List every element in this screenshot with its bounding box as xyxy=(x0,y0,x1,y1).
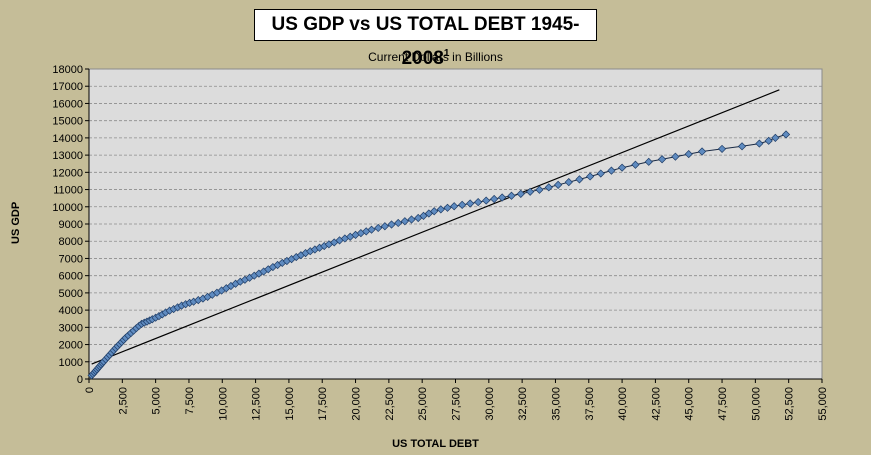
data-point xyxy=(617,163,627,172)
data-point xyxy=(450,202,459,211)
x-axis-ticks: 0 2,500 5,000 7,500 10,000 12,500 15,000 17,500… xyxy=(84,69,829,421)
data-point xyxy=(697,147,707,156)
data-point xyxy=(657,155,667,164)
y-tick-label: 0 xyxy=(77,374,83,386)
x-tick-label: 47,500 xyxy=(717,387,729,421)
data-point xyxy=(387,220,396,229)
data-point xyxy=(490,194,499,204)
x-tick-label: 2,500 xyxy=(117,387,129,415)
data-point xyxy=(367,225,376,234)
data-point xyxy=(526,187,535,196)
x-tick-label: 42,500 xyxy=(650,387,662,421)
y-tick-label: 18000 xyxy=(52,64,83,76)
y-tick-label: 12000 xyxy=(52,167,83,179)
x-tick-label: 52,500 xyxy=(784,387,796,421)
y-axis-ticks: 0 1000 2000 3000 4000 5000 6000 7000 8000 9000 100… xyxy=(52,64,89,386)
data-point xyxy=(781,130,791,139)
y-tick-label: 1000 xyxy=(59,357,83,369)
x-tick-label: 50,000 xyxy=(750,387,762,421)
data-markers xyxy=(87,130,791,380)
y-tick-label: 13000 xyxy=(52,150,83,162)
data-point xyxy=(458,200,467,209)
x-tick-label: 0 xyxy=(84,387,96,393)
y-tick-label: 3000 xyxy=(59,322,83,334)
data-point xyxy=(644,157,653,166)
y-tick-label: 14000 xyxy=(52,133,83,145)
y-tick-label: 11000 xyxy=(53,185,83,197)
data-point xyxy=(466,199,475,208)
x-tick-label: 15,000 xyxy=(284,387,296,421)
chart-title: US GDP vs US TOTAL DEBT 1945-20081 xyxy=(254,9,597,69)
y-tick-label: 16000 xyxy=(52,98,83,110)
trend-line-group xyxy=(91,89,780,365)
x-tick-label: 32,500 xyxy=(517,387,529,421)
data-point xyxy=(771,133,780,142)
data-point xyxy=(443,203,452,212)
data-point xyxy=(482,196,491,205)
data-point xyxy=(764,136,773,145)
x-tick-label: 7,500 xyxy=(184,387,196,415)
x-tick-label: 17,500 xyxy=(317,387,329,421)
x-tick-label: 27,500 xyxy=(451,387,463,421)
data-point xyxy=(394,218,403,228)
x-tick-label: 37,500 xyxy=(584,387,596,421)
x-tick-label: 30,000 xyxy=(484,387,496,421)
x-tick-label: 12,500 xyxy=(251,387,263,421)
chart-title-text: US GDP vs US TOTAL DEBT 1945-2008 xyxy=(271,14,580,69)
data-point xyxy=(380,222,389,231)
data-point xyxy=(544,183,553,192)
x-tick-label: 10,000 xyxy=(217,387,229,421)
y-tick-label: 8000 xyxy=(59,236,83,248)
x-tick-label: 35,000 xyxy=(550,387,562,421)
data-point xyxy=(717,144,727,154)
data-point xyxy=(607,166,616,175)
data-point xyxy=(755,139,764,148)
data-point xyxy=(407,215,416,224)
y-tick-label: 10000 xyxy=(52,202,83,214)
x-axis-label: US TOTAL DEBT xyxy=(392,438,479,450)
y-tick-label: 6000 xyxy=(59,271,83,283)
data-point xyxy=(586,172,595,181)
y-tick-label: 5000 xyxy=(59,288,83,300)
data-point xyxy=(507,191,516,200)
x-tick-label: 25,000 xyxy=(417,387,429,421)
data-point xyxy=(474,198,483,207)
data-point xyxy=(554,180,563,190)
data-point xyxy=(419,211,428,221)
chart-title-superscript: 1 xyxy=(443,48,450,59)
data-point xyxy=(737,142,747,151)
y-tick-label: 4000 xyxy=(59,305,83,317)
y-tick-label: 9000 xyxy=(59,219,83,231)
data-point xyxy=(631,160,640,169)
y-tick-label: 2000 xyxy=(59,340,83,352)
data-point xyxy=(430,207,439,216)
x-tick-label: 5,000 xyxy=(151,387,163,415)
trend-line xyxy=(91,89,780,365)
data-point xyxy=(400,217,409,226)
data-point xyxy=(671,152,680,161)
y-tick-label: 15000 xyxy=(52,116,83,128)
x-tick-label: 22,500 xyxy=(384,387,396,421)
data-point xyxy=(684,149,693,159)
data-point xyxy=(436,205,445,214)
x-tick-label: 55,000 xyxy=(817,387,829,421)
data-point xyxy=(374,223,383,233)
y-tick-label: 17000 xyxy=(52,81,83,93)
y-axis-label: US GDP xyxy=(10,201,22,244)
data-point xyxy=(564,178,573,187)
x-tick-label: 40,000 xyxy=(617,387,629,421)
x-tick-label: 20,000 xyxy=(351,387,363,421)
chart-subtitle: Current Dollars in Billions xyxy=(368,50,503,64)
data-point xyxy=(535,185,544,194)
y-tick-label: 7000 xyxy=(59,253,83,265)
x-tick-label: 45,000 xyxy=(684,387,696,421)
data-point xyxy=(575,175,584,184)
data-point xyxy=(516,189,525,198)
data-point xyxy=(498,193,507,202)
data-point xyxy=(596,169,605,178)
